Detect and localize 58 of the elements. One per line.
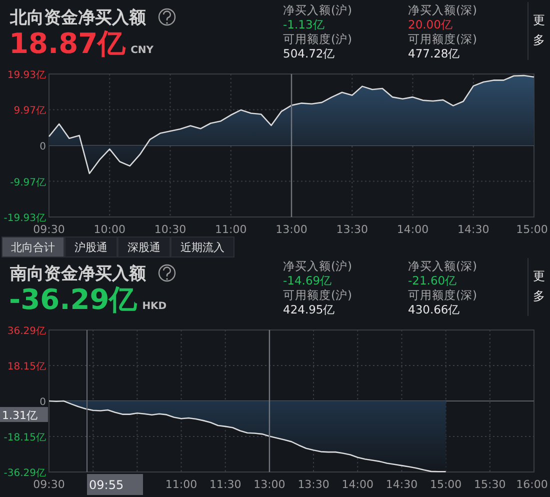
- text: -21.60亿: [408, 274, 458, 288]
- text: 可用额度(沪): [283, 32, 352, 46]
- chart-title: 北向资金净买入额: [9, 8, 147, 28]
- text: 北向合计: [11, 241, 55, 254]
- x-tick-label: 16:00: [516, 478, 548, 491]
- text: -1.13亿: [283, 18, 325, 32]
- text: 净买入额(沪): [283, 3, 352, 17]
- x-tick-label: 15:00: [516, 223, 548, 236]
- text: 更多: [533, 13, 545, 47]
- x-tick-label: 13:30: [298, 478, 330, 491]
- y-tick-label: 36.29亿: [7, 326, 46, 337]
- text: 更多: [533, 269, 545, 303]
- text: 沪股通: [74, 241, 108, 254]
- x-tick-label: 14:00: [396, 223, 429, 236]
- text: 净买入额(深): [408, 259, 477, 273]
- text: -14.69亿: [283, 274, 332, 288]
- text: 430.66亿: [408, 302, 460, 316]
- y-tick-label: -19.93亿: [4, 213, 46, 224]
- text: 可用额度(沪): [283, 288, 352, 302]
- x-tick-label: 10:00: [94, 223, 126, 236]
- text: 可用额度(深): [408, 32, 477, 46]
- x-tick-label: 09:30: [33, 478, 65, 491]
- x-tick-label: 15:30: [474, 478, 506, 491]
- text: 净买入额(沪): [283, 259, 352, 273]
- y-tick-label: 0: [40, 397, 46, 408]
- text: 09:55: [89, 478, 124, 492]
- x-tick-label: 14:30: [458, 223, 490, 236]
- text: 深股通: [128, 241, 160, 254]
- text: 20.00亿: [408, 18, 453, 32]
- chart-subtitle: 18.87亿: [9, 27, 127, 60]
- x-tick-label: 09:30: [33, 223, 65, 236]
- text: HKD: [142, 301, 167, 312]
- y-tick-label: -9.97亿: [10, 177, 46, 188]
- x-tick-label: 13:00: [254, 478, 286, 491]
- x-tick-label: 11:00: [215, 223, 247, 236]
- y-tick-label: 19.93亿: [7, 70, 46, 81]
- y-tick-label: -36.29亿: [4, 468, 46, 479]
- x-tick-label: 13:00: [276, 223, 308, 236]
- chart-title: 南向资金净买入额: [9, 264, 147, 284]
- x-tick-label: 11:00: [165, 478, 198, 491]
- x-tick-label: 15:00: [430, 478, 462, 491]
- x-tick-label: 10:30: [154, 223, 186, 236]
- text: 1.31亿: [2, 409, 38, 422]
- text: CNY: [130, 45, 154, 56]
- text: 净买入额(深): [408, 3, 477, 17]
- text: 可用额度(深): [408, 288, 477, 302]
- x-tick-label: 14:00: [342, 478, 374, 491]
- y-tick-label: 9.97亿: [14, 106, 46, 117]
- text: 477.28亿: [408, 46, 460, 60]
- y-tick-label: 18.15亿: [7, 361, 46, 372]
- x-tick-label: 14:30: [386, 478, 418, 491]
- x-tick-label: 13:30: [336, 223, 368, 236]
- y-tick-label: 0: [40, 142, 46, 152]
- text: 504.72亿: [283, 46, 336, 60]
- x-tick-label: 11:30: [210, 478, 242, 491]
- text: 424.95亿: [283, 302, 336, 316]
- text: 近期流入: [180, 241, 224, 254]
- y-tick-label: -18.15亿: [4, 432, 46, 444]
